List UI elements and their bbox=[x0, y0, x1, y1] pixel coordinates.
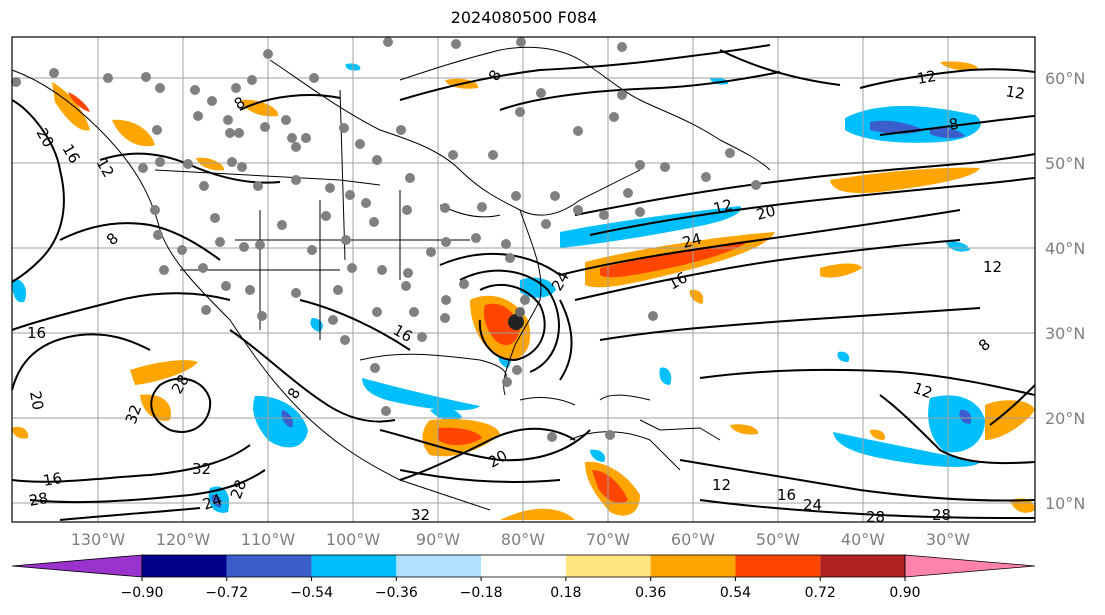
lon-label-30w: 30°W bbox=[926, 530, 970, 549]
lat-label-20n: 20°N bbox=[1045, 409, 1085, 428]
contour-label: 24 bbox=[680, 230, 703, 252]
contour-lines bbox=[11, 44, 1036, 521]
contour-label: 8 bbox=[948, 115, 961, 134]
contour-label: 12 bbox=[911, 379, 935, 402]
lat-label-50n: 50°N bbox=[1045, 154, 1085, 173]
contour-label: 12 bbox=[711, 196, 734, 218]
colorbar-tick-label: −0.90 bbox=[121, 585, 164, 601]
lon-label-90w: 90°W bbox=[416, 530, 460, 549]
colorbar-segment bbox=[820, 555, 905, 577]
map-frame bbox=[11, 36, 1036, 523]
colorbar-tick-label: −0.36 bbox=[375, 585, 418, 601]
lon-label-120w: 120°W bbox=[156, 530, 211, 549]
latitude-labels: 60°N 50°N 40°N 30°N 20°N 10°N bbox=[1045, 69, 1085, 513]
negative-shading bbox=[12, 63, 985, 513]
colorbar-tick-label: −0.54 bbox=[290, 585, 333, 601]
lat-label-40n: 40°N bbox=[1045, 239, 1085, 258]
colorbar: −0.90 −0.72 −0.54 −0.36 −0.18 0.18 0.36 0.54 0.7… bbox=[11, 554, 1036, 601]
contour-label: 20 bbox=[754, 202, 777, 224]
colorbar-outline bbox=[141, 554, 906, 578]
contour-label: 28 bbox=[227, 477, 250, 501]
lat-label-60n: 60°N bbox=[1045, 69, 1085, 88]
lon-label-40w: 40°W bbox=[841, 530, 885, 549]
contour-label: 32 bbox=[192, 460, 211, 478]
colorbar-segment bbox=[226, 555, 312, 577]
contour-label: 24 bbox=[200, 490, 224, 513]
positive-shading bbox=[12, 61, 1035, 520]
contour-label: 12 bbox=[712, 476, 731, 494]
lon-label-130w: 130°W bbox=[71, 530, 126, 549]
contour-label: 20 bbox=[26, 390, 47, 412]
colorbar-segment bbox=[142, 555, 227, 577]
map-panel: 20 16 12 8 16 20 28 32 32 16 28 24 28 8 … bbox=[11, 36, 1036, 526]
contour-label: 32 bbox=[122, 402, 145, 426]
contour-label: 24 bbox=[803, 496, 822, 514]
contour-label: 16 bbox=[27, 324, 46, 342]
colorbar-segment bbox=[311, 555, 397, 577]
contour-label: 28 bbox=[866, 508, 885, 526]
colorbar-max-arrow bbox=[904, 554, 1036, 578]
lat-label-30n: 30°N bbox=[1045, 324, 1085, 343]
colorbar-tick-label: −0.72 bbox=[205, 585, 248, 601]
station-markers bbox=[11, 37, 761, 442]
colorbar-segment bbox=[565, 555, 651, 577]
contour-label: 32 bbox=[411, 506, 430, 524]
colorbar-tick-label: 0.90 bbox=[889, 585, 920, 601]
longitude-labels: 130°W 120°W 110°W 100°W 90°W 80°W 70°W 6… bbox=[71, 530, 970, 549]
contour-label: 16 bbox=[42, 469, 64, 490]
lon-label-50w: 50°W bbox=[756, 530, 800, 549]
colorbar-segment bbox=[650, 555, 736, 577]
map-title: 2024080500 F084 bbox=[450, 8, 598, 27]
contour-label: 28 bbox=[932, 506, 951, 524]
lon-label-70w: 70°W bbox=[586, 530, 630, 549]
colorbar-tick-label: 0.36 bbox=[635, 585, 666, 601]
colorbar-tick-label: 0.72 bbox=[805, 585, 836, 601]
lon-label-110w: 110°W bbox=[241, 530, 296, 549]
coastlines bbox=[11, 46, 771, 511]
colorbar-segment bbox=[735, 555, 821, 577]
colorbar-min-arrow bbox=[11, 554, 143, 578]
colorbar-segment bbox=[396, 555, 482, 577]
lat-label-10n: 10°N bbox=[1045, 494, 1085, 513]
lon-label-60w: 60°W bbox=[671, 530, 715, 549]
lon-label-80w: 80°W bbox=[501, 530, 545, 549]
contour-label: 12 bbox=[983, 258, 1002, 276]
colorbar-segment bbox=[481, 555, 566, 577]
contour-label: 28 bbox=[28, 489, 50, 510]
lon-label-100w: 100°W bbox=[326, 530, 381, 549]
colorbar-tick-label: 0.18 bbox=[550, 585, 581, 601]
contour-label: 16 bbox=[777, 486, 796, 504]
storm-center bbox=[508, 307, 525, 330]
colorbar-tick-label: 0.54 bbox=[720, 585, 751, 601]
contour-label: 12 bbox=[916, 67, 938, 88]
colorbar-tick-label: −0.18 bbox=[460, 585, 503, 601]
contour-label: 12 bbox=[1004, 82, 1026, 103]
